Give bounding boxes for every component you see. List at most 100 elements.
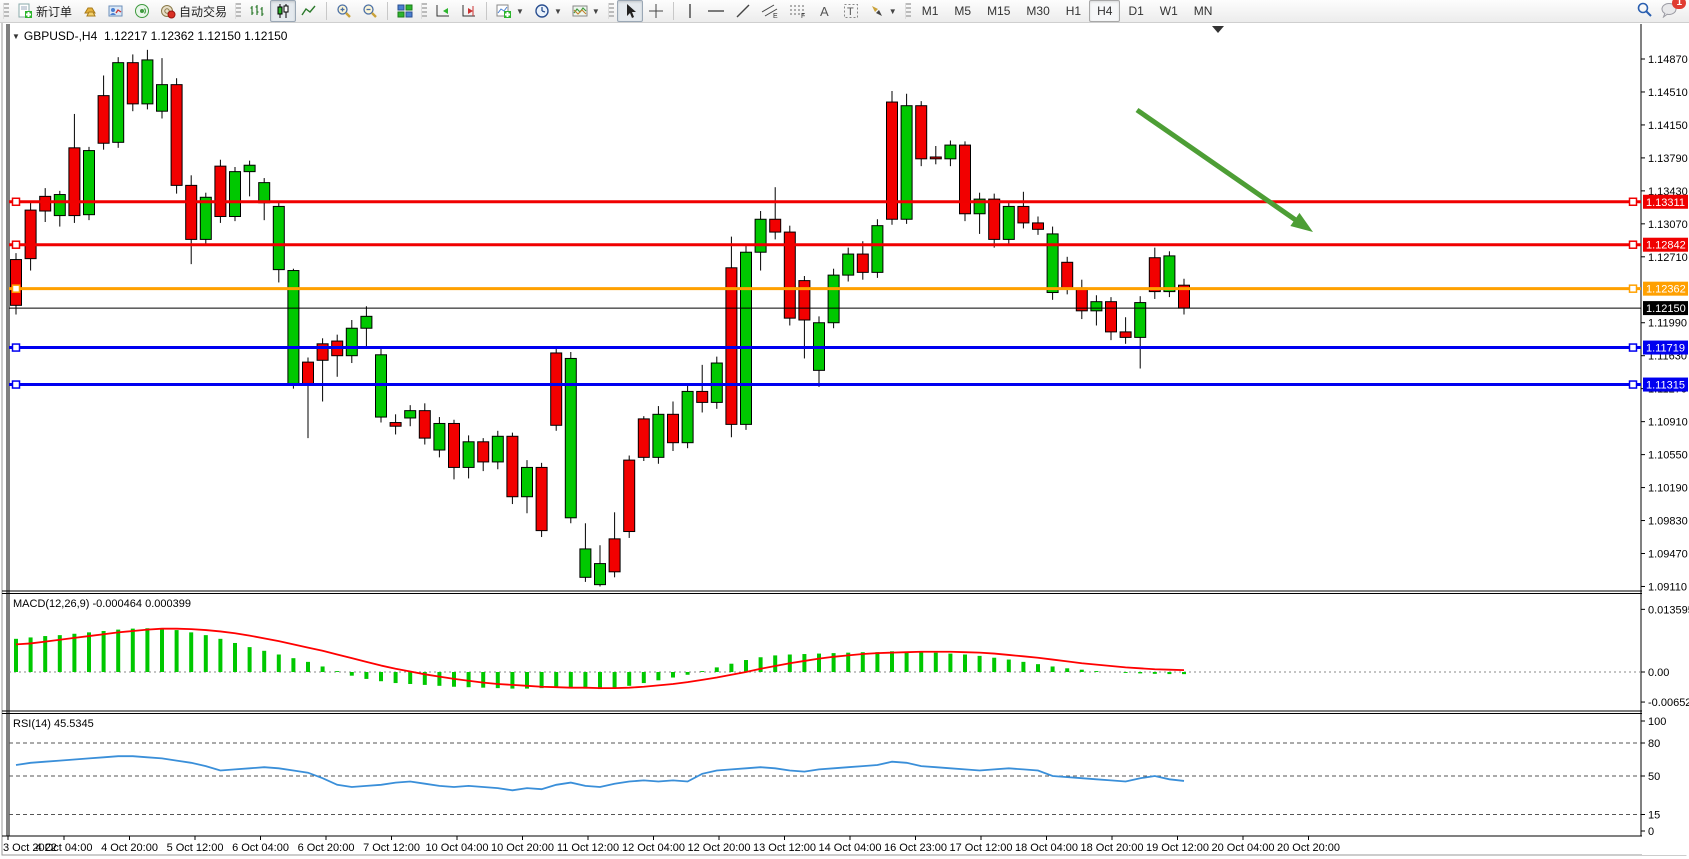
time-axis-label: 13 Oct 12:00 <box>753 842 816 854</box>
chart-shift-marker[interactable] <box>1212 26 1224 33</box>
line-handle <box>11 284 21 293</box>
zoom-in-button[interactable] <box>331 0 357 22</box>
arrows-button[interactable]: ▼ <box>864 0 902 22</box>
time-axis-label: 5 Oct 12:00 <box>167 842 224 854</box>
trendline-icon <box>735 3 751 19</box>
signal-button[interactable] <box>129 0 155 22</box>
timeframe-H1[interactable]: H1 <box>1065 4 1082 18</box>
autotrading-label: 自动交易 <box>179 4 228 19</box>
chart-shift-icon <box>461 3 477 19</box>
time-axis-label: 20 Oct 20:00 <box>1277 842 1340 854</box>
gold-button[interactable] <box>77 0 103 22</box>
bear-candle <box>302 361 314 386</box>
fibonacci-button[interactable]: F <box>784 0 812 22</box>
price-axis-label: 1.14510 <box>1648 87 1688 99</box>
auto-scroll-icon <box>435 3 451 19</box>
text-label-button[interactable]: T <box>838 0 864 22</box>
rsi-axis-label: 15 <box>1648 810 1660 822</box>
bear-candle <box>185 184 198 240</box>
time-axis-label: 6 Oct 04:00 <box>232 842 289 854</box>
indicators-button[interactable]: ▼ <box>491 0 529 22</box>
bear-candle <box>1017 205 1030 224</box>
bull-candle <box>112 62 125 143</box>
horizontal-line-1.12842[interactable] <box>9 240 1641 249</box>
bull-candle <box>842 253 855 276</box>
macd-axis-label: 0.00 <box>1648 667 1669 679</box>
bull-candle <box>710 362 723 403</box>
equidistant-channel-button[interactable]: E <box>756 0 784 22</box>
vertical-line-button[interactable] <box>678 0 702 22</box>
bull-candle <box>944 144 957 160</box>
bull-candle <box>360 315 373 329</box>
candlestick-chart-button[interactable] <box>270 0 297 22</box>
bear-candle <box>623 459 636 533</box>
horizontal-line-1.13311[interactable] <box>9 197 1641 207</box>
terminal-button[interactable] <box>103 0 129 22</box>
line-chart-button[interactable] <box>296 0 322 22</box>
price-axis-label: 1.10910 <box>1648 417 1688 429</box>
line-handle <box>11 240 21 249</box>
svg-text:1.12842: 1.12842 <box>1646 240 1686 252</box>
templates-button[interactable]: ▼ <box>567 0 605 22</box>
horizontal-line-button[interactable] <box>702 0 730 22</box>
rsi-axis-label: 0 <box>1648 826 1654 838</box>
timeframe-D1[interactable]: D1 <box>1128 4 1144 18</box>
timeframe-M5[interactable]: M5 <box>954 4 972 18</box>
new-order-label: 新订单 <box>36 4 73 19</box>
timeframe-W1[interactable]: W1 <box>1159 4 1178 18</box>
bar-chart-button[interactable] <box>244 0 270 22</box>
new-order-button[interactable]: 新订单 <box>12 0 77 22</box>
search-icon[interactable] <box>1636 1 1653 21</box>
macd-axis-label: 0.013595 <box>1648 604 1689 616</box>
toolbar-grip <box>607 3 614 19</box>
bar-chart-icon <box>249 3 265 19</box>
bear-candle <box>97 95 110 144</box>
time-axis-label: 6 Oct 20:00 <box>298 842 355 854</box>
tile-windows-button[interactable] <box>392 0 418 22</box>
macd-indicator-label: MACD(12,26,9) -0.000464 0.000399 <box>13 598 191 610</box>
autotrading-button[interactable]: 自动交易 <box>155 0 232 22</box>
svg-text:E: E <box>773 13 778 19</box>
timeframe-MN[interactable]: MN <box>1193 4 1213 18</box>
timeframe-M30[interactable]: M30 <box>1026 4 1050 18</box>
price-tag-1.13311: 1.13311 <box>1643 194 1688 209</box>
time-axis-label: 11 Oct 12:00 <box>557 842 619 854</box>
price-axis-label: 1.10550 <box>1648 450 1688 462</box>
zoom-out-button[interactable] <box>357 0 383 22</box>
horizontal-line-1.11719[interactable] <box>9 343 1641 352</box>
cursor-button[interactable] <box>616 0 643 22</box>
bear-candle <box>389 422 402 427</box>
horizontal-line-1.11315[interactable] <box>9 380 1641 389</box>
arrows-icon <box>869 3 885 19</box>
equidistant-channel-icon: E <box>761 3 779 19</box>
chart-shift-button[interactable] <box>456 0 482 22</box>
bull-candle <box>564 357 577 519</box>
rsi-indicator-label: RSI(14) 45.5345 <box>13 718 94 730</box>
collapse-triangle-icon[interactable]: ▼ <box>12 32 20 41</box>
text-button[interactable]: A <box>812 0 838 22</box>
bear-candle <box>988 198 1001 240</box>
rsi-axis-label: 50 <box>1648 771 1660 783</box>
svg-text:1.11315: 1.11315 <box>1646 380 1685 392</box>
toolbar-separator <box>672 2 674 20</box>
time-axis-label: 12 Oct 04:00 <box>622 842 685 854</box>
trend-arrow[interactable] <box>1135 107 1303 227</box>
horizontal-line-1.12362[interactable] <box>9 284 1641 293</box>
bear-candle <box>959 144 971 215</box>
bull-candle <box>243 164 256 173</box>
auto-scroll-button[interactable] <box>430 0 456 22</box>
timeframe-M1[interactable]: M1 <box>921 4 939 18</box>
periods-button[interactable]: ▼ <box>529 0 567 22</box>
bear-candle <box>214 165 227 218</box>
macd-histogram <box>14 628 1186 690</box>
timeframe-H4[interactable]: H4 <box>1089 0 1121 22</box>
trendline-button[interactable] <box>730 0 756 22</box>
notifications-button[interactable]: 1 <box>1661 0 1686 21</box>
crosshair-button[interactable] <box>643 0 669 22</box>
timeframe-M15[interactable]: M15 <box>987 4 1011 18</box>
bear-candle <box>915 105 928 160</box>
time-axis-label: 14 Oct 04:00 <box>819 842 882 854</box>
bear-candle <box>39 195 52 212</box>
